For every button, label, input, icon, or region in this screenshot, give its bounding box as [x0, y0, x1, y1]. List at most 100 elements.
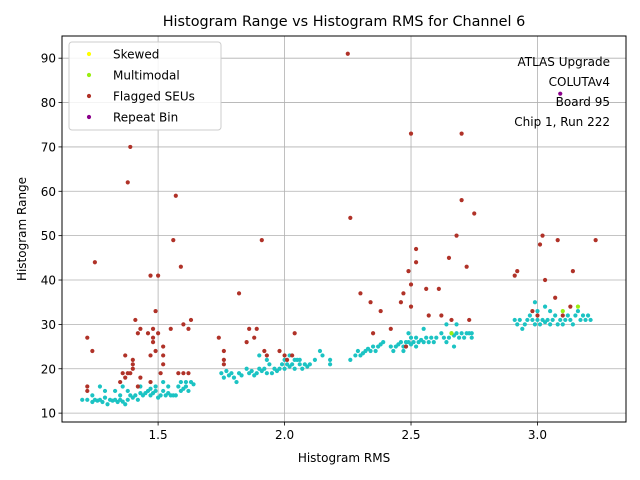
data-point: [264, 353, 269, 358]
data-point: [540, 233, 545, 238]
data-point: [421, 326, 426, 331]
data-point: [391, 348, 396, 354]
data-point: [262, 348, 267, 354]
data-point: [388, 326, 393, 331]
legend-label: Multimodal: [113, 69, 180, 83]
data-point: [178, 388, 183, 394]
data-point: [161, 344, 166, 349]
data-point: [234, 379, 239, 385]
data-point: [282, 353, 287, 358]
data-point: [532, 300, 538, 305]
data-point: [398, 300, 404, 305]
legend-label: Repeat Bin: [113, 111, 178, 125]
data-point: [125, 180, 130, 185]
data-point: [327, 362, 333, 367]
data-point: [125, 397, 130, 402]
data-point: [548, 322, 553, 327]
data-point: [138, 375, 143, 380]
data-point: [130, 362, 135, 367]
data-point: [545, 317, 550, 323]
data-point: [406, 331, 411, 336]
data-point: [583, 317, 588, 323]
y-tick-label: 90: [41, 52, 56, 66]
data-point: [85, 384, 90, 389]
data-point: [454, 331, 459, 336]
data-point: [128, 144, 133, 150]
data-point: [262, 366, 267, 371]
data-point: [358, 291, 363, 296]
data-point: [454, 233, 459, 238]
data-point: [520, 326, 525, 331]
data-point: [153, 384, 158, 389]
data-point: [145, 331, 151, 336]
data-point: [176, 371, 181, 376]
data-point: [80, 397, 85, 402]
data-point: [290, 362, 295, 367]
y-axis-label: Histogram Range: [15, 177, 29, 281]
data-point: [403, 344, 409, 349]
data-point: [401, 348, 406, 354]
data-point: [312, 357, 318, 362]
data-point: [148, 273, 153, 278]
data-point: [178, 264, 183, 269]
data-point: [401, 291, 406, 296]
data-point: [290, 353, 295, 358]
data-point: [515, 269, 520, 274]
data-point: [264, 371, 269, 376]
data-point: [264, 357, 269, 362]
data-point: [593, 237, 598, 243]
data-point: [252, 335, 257, 340]
data-point: [464, 264, 469, 269]
data-point: [231, 375, 237, 380]
x-axis-label: Histogram RMS: [298, 451, 390, 465]
axis-ticks: 1.5 2.0 2.5 3.0 10 20 30 40 50 60 70 80 90: [41, 52, 547, 442]
data-point: [300, 366, 305, 371]
data-point: [530, 317, 535, 323]
data-point: [560, 313, 565, 318]
data-point: [85, 397, 90, 402]
data-point: [378, 308, 383, 314]
x-tick-label: 2.0: [275, 428, 294, 442]
data-point: [156, 273, 161, 278]
data-point: [368, 348, 373, 354]
y-tick-label: 20: [41, 362, 56, 376]
data-point: [553, 313, 558, 318]
data-point: [158, 371, 163, 376]
data-point: [408, 335, 414, 340]
data-point: [85, 388, 90, 394]
data-point: [449, 317, 454, 323]
data-point: [183, 379, 189, 385]
data-point: [426, 340, 431, 345]
y-tick-label: 30: [41, 318, 56, 332]
data-point: [284, 357, 290, 362]
data-point: [575, 308, 581, 314]
data-point: [472, 211, 477, 216]
data-point: [530, 308, 535, 314]
data-point: [178, 379, 183, 385]
data-point: [373, 348, 378, 354]
data-point: [573, 313, 578, 318]
data-point: [413, 246, 419, 252]
data-point: [282, 366, 287, 371]
data-point: [449, 331, 454, 336]
data-point: [320, 353, 325, 358]
data-point: [578, 317, 583, 323]
data-point: [254, 326, 259, 331]
data-point: [191, 382, 196, 387]
data-point: [426, 313, 431, 318]
data-point: [307, 362, 312, 367]
data-point: [173, 393, 178, 398]
data-point: [381, 340, 386, 345]
data-point: [135, 331, 140, 336]
data-point: [150, 340, 156, 345]
data-point: [123, 375, 128, 380]
data-point: [446, 335, 452, 340]
data-point: [413, 344, 419, 349]
legend: Skewed Multimodal Flagged SEUs Repeat Bin: [68, 41, 222, 131]
data-point: [548, 308, 553, 314]
data-point: [575, 304, 581, 309]
data-point: [535, 317, 540, 323]
data-point: [153, 308, 158, 314]
data-point: [444, 322, 449, 327]
data-point: [229, 371, 234, 376]
